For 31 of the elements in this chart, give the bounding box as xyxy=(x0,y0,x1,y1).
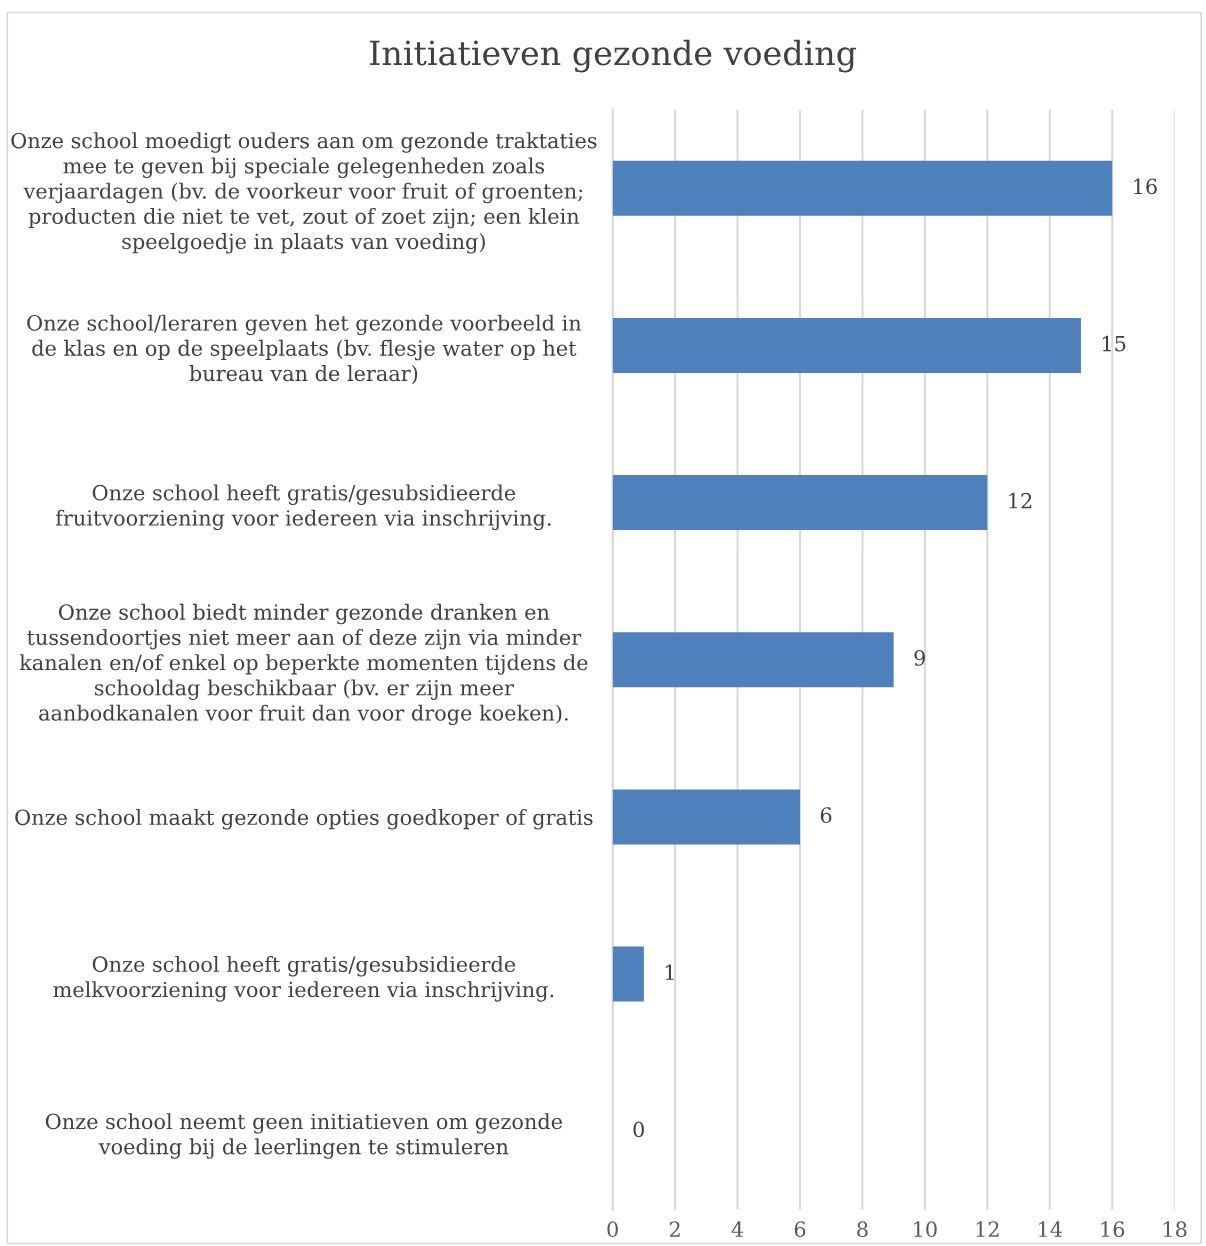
y-tick-label: Onze school maakt gezonde opties goedkoper of gratis xyxy=(15,809,593,830)
bar xyxy=(612,475,988,531)
x-tick-label: 10 xyxy=(914,1221,937,1238)
x-tick-label: 14 xyxy=(1039,1221,1062,1237)
x-tick-label: 12 xyxy=(976,1221,999,1237)
y-tick-label: Onze school neemt geen initiatieven om gezonde voeding bij de leerlingen te stimuleren xyxy=(45,1113,562,1159)
chart-title: Initiatieven gezonde voeding xyxy=(370,39,857,73)
x-tick-label: 16 xyxy=(1101,1221,1125,1238)
data-label: 0 xyxy=(633,1121,644,1138)
bar xyxy=(612,946,644,1002)
bar xyxy=(612,632,894,688)
x-tick-label: 6 xyxy=(794,1221,806,1238)
data-label: 6 xyxy=(820,807,832,823)
x-tick-label: 4 xyxy=(731,1221,744,1237)
data-label: 1 xyxy=(665,964,674,980)
bar xyxy=(612,789,800,845)
bar xyxy=(612,317,1081,373)
x-tick-label: 0 xyxy=(607,1221,618,1238)
x-tick-label: 8 xyxy=(857,1221,868,1238)
x-tick-label: 2 xyxy=(669,1221,680,1237)
data-label: 12 xyxy=(1009,492,1032,509)
data-label: 15 xyxy=(1102,335,1126,352)
y-tick-label: Onze school/leraren geven het gezonde voorbeeld in de klas en op de speelplaats (bv. flesje water op het bureau van de leraar) xyxy=(27,314,582,385)
y-tick-label: Onze school moedigt ouders aan om gezonde traktaties mee te geven bij speciale gelegenheden zoals verjaardagen (bv. de voorkeur voor fruit of groenten; producten die niet te vet, zout of zoet zijn; een klein speelgoedje in plaats van voeding) xyxy=(11,132,597,254)
y-tick-label: Onze school biedt minder gezonde dranken en tussendoortjes niet meer aan of deze zijn via minder kanalen en/of enkel op beperkte momenten tijdens de schooldag beschikbaar (bv. er zijn meer aanbodkanalen voor fruit dan voor droge koeken). xyxy=(19,603,588,726)
y-tick-label: Onze school heeft gratis/gesubsidieerde melkvoorziening voor iedereen via inschrijving. xyxy=(53,955,554,1002)
bar xyxy=(612,160,1113,216)
x-tick-label: 18 xyxy=(1163,1221,1187,1238)
data-label: 9 xyxy=(914,650,925,666)
y-tick-label: Onze school heeft gratis/gesubsidieerde fruitvoorziening voor iedereen via inschrijving. xyxy=(55,484,551,531)
data-label: 16 xyxy=(1134,178,1157,195)
